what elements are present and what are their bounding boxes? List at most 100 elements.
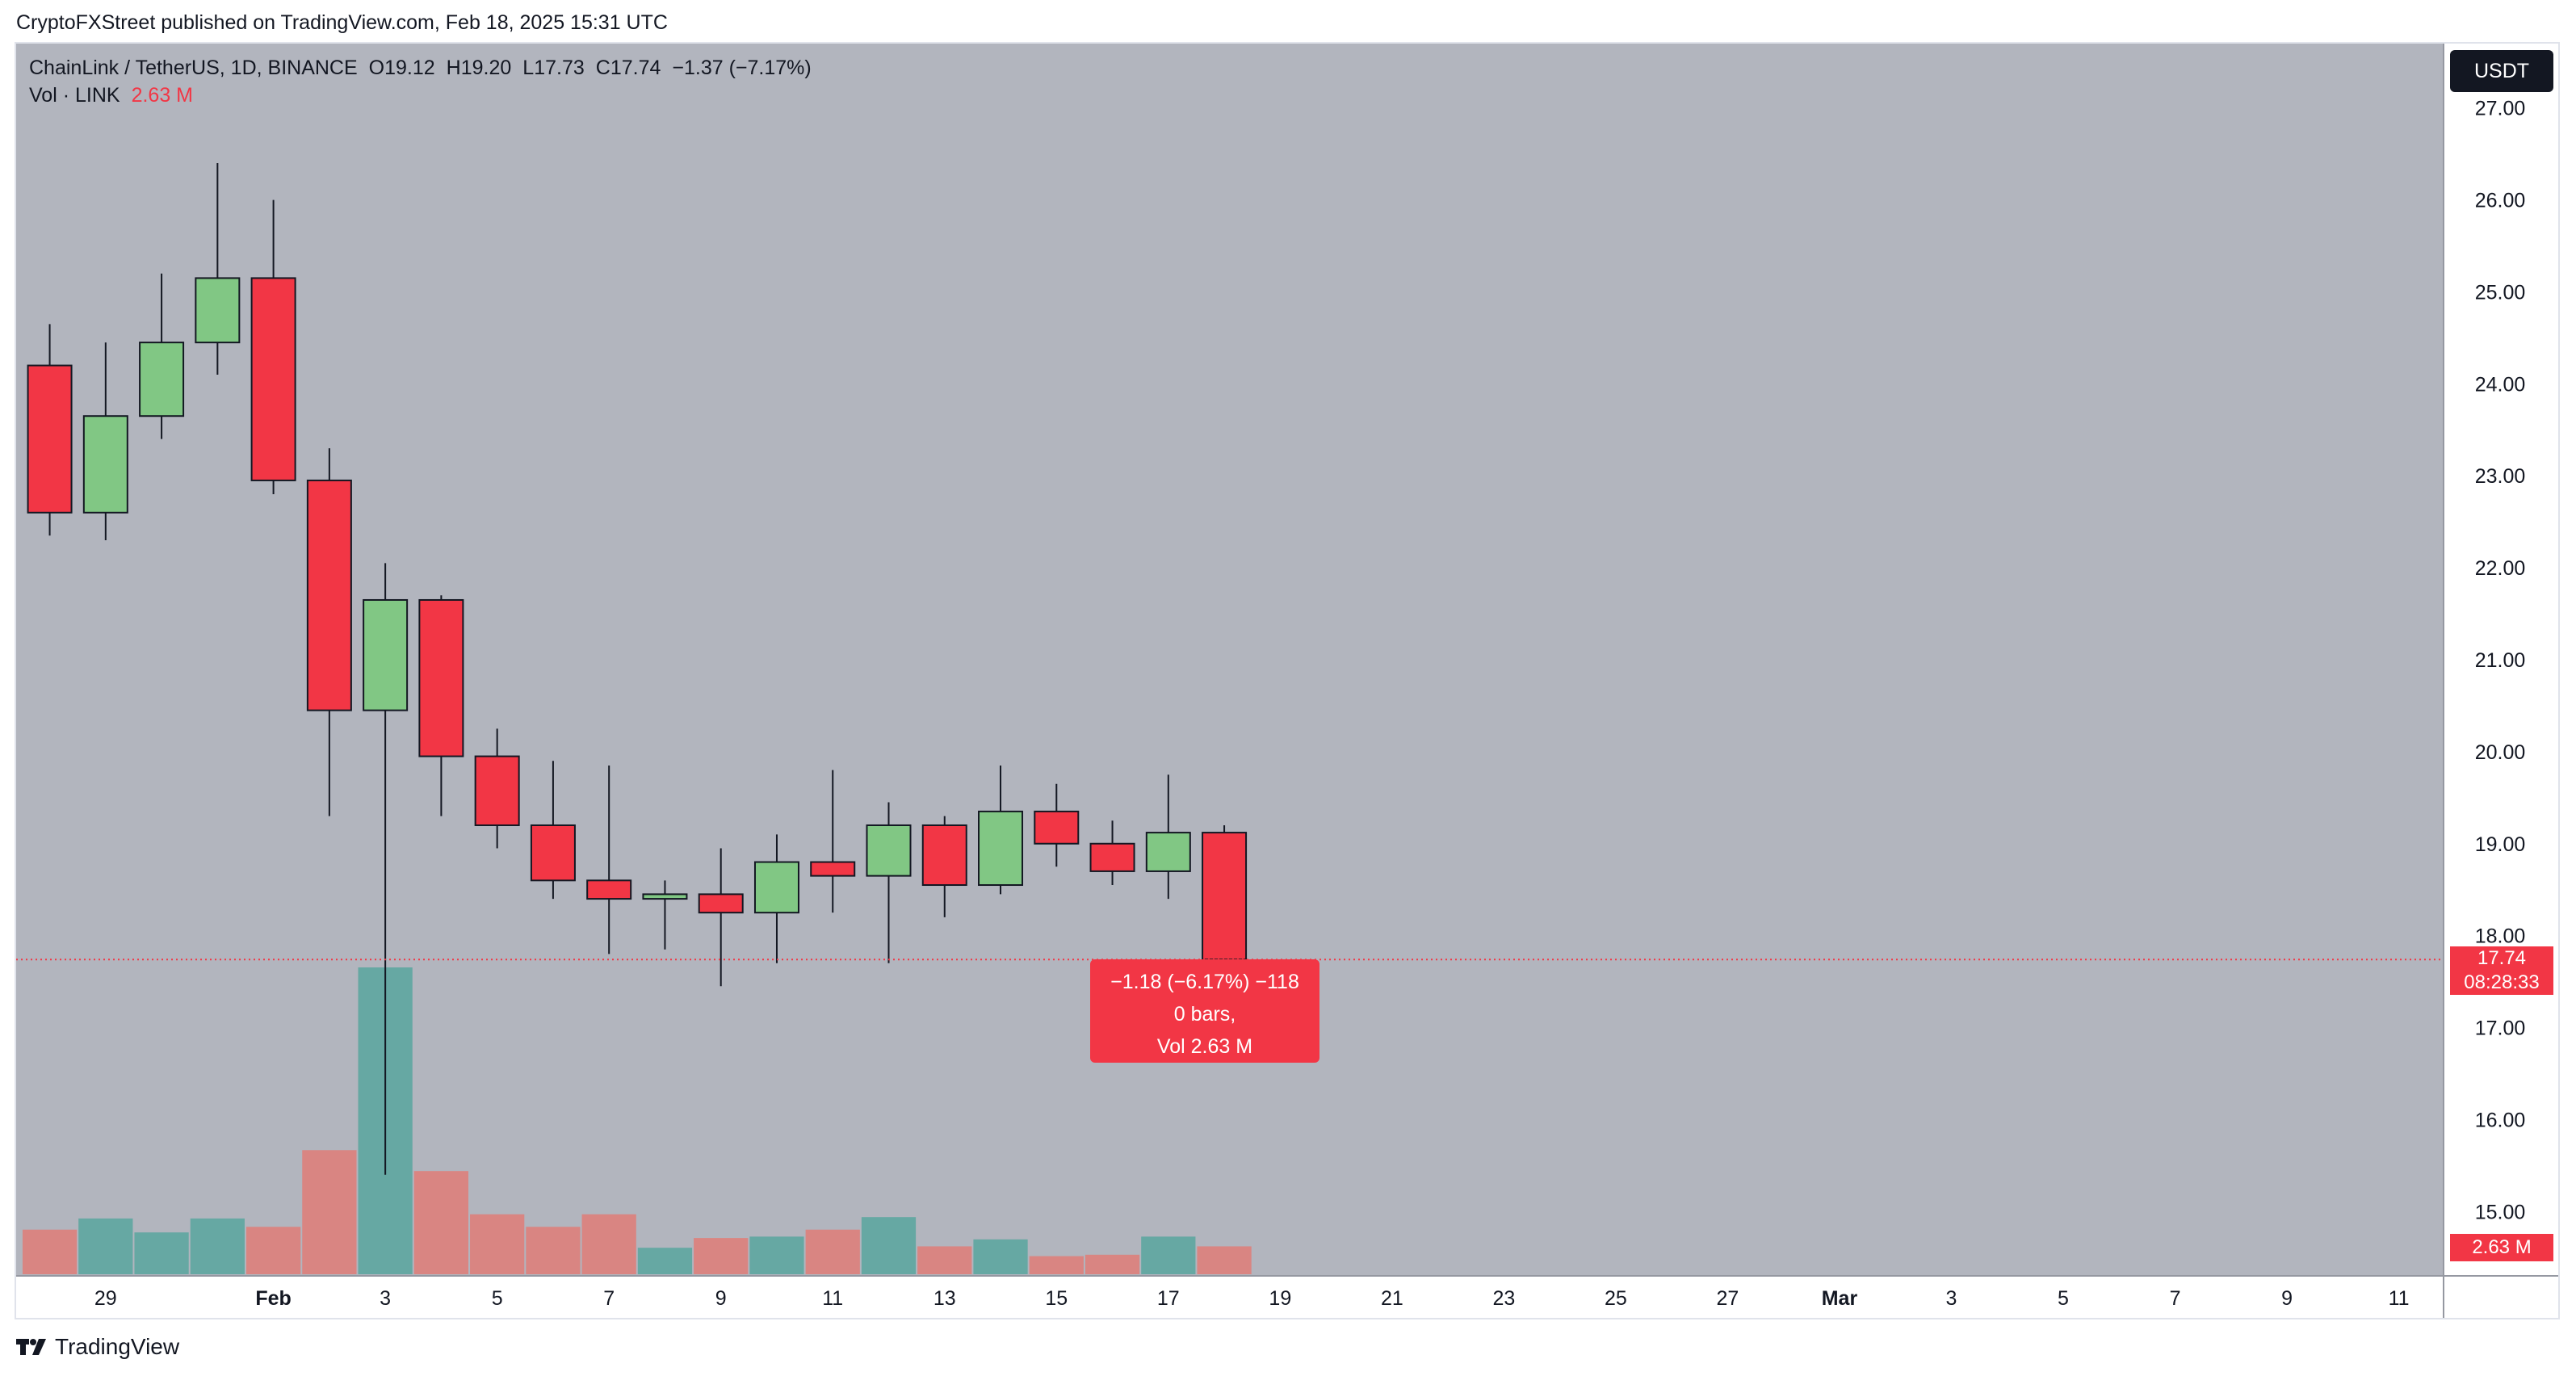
y-tick-label: 21.00	[2475, 649, 2526, 672]
legend-close: C17.74	[595, 57, 661, 79]
volume-bar	[78, 1218, 133, 1274]
x-tick-label: 3	[380, 1287, 391, 1310]
candle-body-up	[642, 893, 688, 900]
legend-vol-value: 2.63 M	[131, 84, 193, 107]
volume-series	[22, 967, 1252, 1274]
y-tick-label: 17.00	[2475, 1017, 2526, 1040]
x-tick-label: 5	[2058, 1287, 2069, 1310]
volume-bar	[917, 1246, 972, 1274]
candle-body-down	[921, 824, 967, 887]
candle-body-up	[363, 598, 409, 711]
tradingview-logo-icon	[16, 1339, 46, 1355]
x-tick-label: 11	[2389, 1287, 2410, 1310]
volume-bar	[413, 1171, 469, 1274]
publisher-line: CryptoFXStreet published on TradingView.…	[16, 11, 668, 34]
candle-body-down	[250, 277, 296, 481]
x-tick-label: 7	[2170, 1287, 2181, 1310]
volume-bar	[581, 1214, 636, 1274]
legend-volume-row: Vol · LINK 2.63 M	[29, 84, 204, 107]
volume-bar	[470, 1214, 525, 1274]
legend-price-row: ChainLink / TetherUS, 1D, BINANCE O19.12 H…	[29, 57, 823, 80]
y-axis-ticks: 27.00 26.00 25.00 24.00 23.00 22.00 21.00 20.00…	[2475, 98, 2526, 1224]
candle-body-down	[586, 879, 632, 900]
candle-body-up	[195, 277, 241, 344]
volume-bar	[134, 1232, 189, 1274]
volume-bar	[805, 1229, 860, 1274]
volume-bar	[526, 1227, 581, 1274]
volume-bar	[694, 1238, 749, 1274]
currency-button[interactable]: USDT	[2450, 50, 2553, 92]
x-tick-label: Feb	[255, 1287, 291, 1310]
volume-bar	[245, 1227, 301, 1274]
candle-body-up	[1145, 832, 1191, 872]
x-tick-label: 3	[1946, 1287, 1957, 1310]
legend-change: −1.37 (−7.17%)	[672, 57, 812, 79]
y-tick-label: 26.00	[2475, 190, 2526, 212]
x-tick-label: 23	[1492, 1287, 1515, 1310]
candle-body-down	[1089, 842, 1135, 872]
candle-body-down	[1202, 832, 1248, 961]
y-tick-label: 23.00	[2475, 465, 2526, 488]
candle-body-up	[978, 810, 1024, 887]
x-tick-label: 15	[1045, 1287, 1068, 1310]
volume-bar	[973, 1239, 1028, 1274]
x-tick-label: 17	[1157, 1287, 1180, 1310]
x-tick-label: 27	[1717, 1287, 1739, 1310]
y-tick-label: 20.00	[2475, 741, 2526, 764]
x-tick-label: 29	[94, 1287, 117, 1310]
candle-body-down	[698, 893, 744, 914]
price-series	[27, 163, 1248, 1175]
legend-low: L17.73	[522, 57, 585, 79]
x-tick-label: 21	[1381, 1287, 1403, 1310]
candle-body-down	[810, 861, 856, 877]
y-tick-label: 16.00	[2475, 1109, 2526, 1131]
candle-body-down	[474, 755, 520, 826]
volume-bar	[637, 1248, 693, 1274]
last-price-value: 17.74	[2477, 947, 2527, 969]
volume-bar	[749, 1236, 804, 1274]
y-tick-label: 27.00	[2475, 98, 2526, 120]
chart-frame	[15, 42, 2560, 1319]
bar-countdown: 08:28:33	[2464, 971, 2540, 993]
x-tick-label: Mar	[1822, 1287, 1858, 1310]
volume-bar	[302, 1150, 357, 1274]
candle-body-up	[866, 824, 912, 877]
y-tick-label: 18.00	[2475, 925, 2526, 948]
candle-body-down	[418, 598, 464, 757]
last-price-label: 17.74 08:28:33	[2450, 946, 2553, 995]
x-tick-label: 7	[603, 1287, 615, 1310]
x-tick-label: 25	[1605, 1287, 1627, 1310]
x-tick-label: 9	[2281, 1287, 2293, 1310]
volume-bar	[190, 1218, 245, 1274]
y-tick-label: 22.00	[2475, 557, 2526, 580]
candle-body-up	[139, 342, 185, 417]
y-tick-label: 25.00	[2475, 281, 2526, 304]
x-axis-ticks: 29 Feb 3 5 7 9 11 13 15 17 19 21 23 25 27 Mar 3 5 7 9 11	[94, 1287, 2410, 1310]
legend-open: O19.12	[368, 57, 435, 79]
candle-body-up	[82, 415, 128, 514]
candle-body-down	[1034, 810, 1080, 845]
price-axis-background	[2444, 44, 2558, 1276]
x-tick-label: 19	[1269, 1287, 1291, 1310]
y-tick-label: 15.00	[2475, 1201, 2526, 1223]
y-tick-label: 24.00	[2475, 373, 2526, 396]
measure-change: −1.18 (−6.17%) −118	[1110, 971, 1299, 993]
footer: TradingView	[16, 1334, 179, 1360]
measure-bars: 0 bars,	[1173, 1003, 1236, 1026]
candle-body-down	[27, 364, 73, 514]
candle-body-up	[753, 861, 799, 914]
time-axis-background	[16, 1276, 2558, 1318]
legend-high: H19.20	[446, 57, 512, 79]
x-tick-label: 5	[492, 1287, 503, 1310]
measure-tooltip: −1.18 (−6.17%) −118 0 bars, Vol 2.63 M	[1090, 959, 1319, 1063]
x-tick-label: 13	[933, 1287, 956, 1310]
footer-brand: TradingView	[55, 1334, 180, 1359]
candle-body-down	[530, 824, 576, 882]
candle-body-down	[306, 479, 352, 711]
volume-bar	[861, 1217, 917, 1274]
volume-bar	[1029, 1256, 1084, 1274]
volume-bar	[1197, 1246, 1252, 1274]
volume-bar	[1141, 1236, 1196, 1274]
y-tick-label: 19.00	[2475, 833, 2526, 856]
